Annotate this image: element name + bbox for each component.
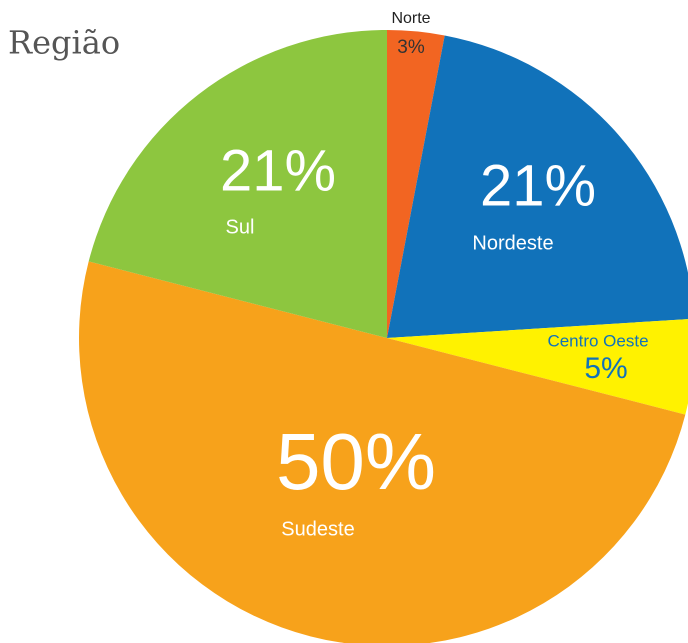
value-label: 50% [276,417,436,506]
pie-slice [88,30,387,338]
value-label: 21% [220,138,336,203]
value-label: 5% [584,352,627,385]
pie-slice [387,30,445,338]
value-label: 3% [397,37,425,58]
pie [79,30,688,643]
value-label: 21% [480,153,596,218]
pie-slice [387,35,688,338]
pie-slice [387,319,688,415]
pie-slice [79,261,686,643]
slice-label: Norte [391,10,430,27]
chart-title: Região [8,24,120,62]
slice-label: Sul [226,216,255,238]
slice-label: Nordeste [472,232,553,254]
slice-label: Centro Oeste [547,331,648,350]
slice-label: Sudeste [281,518,354,540]
